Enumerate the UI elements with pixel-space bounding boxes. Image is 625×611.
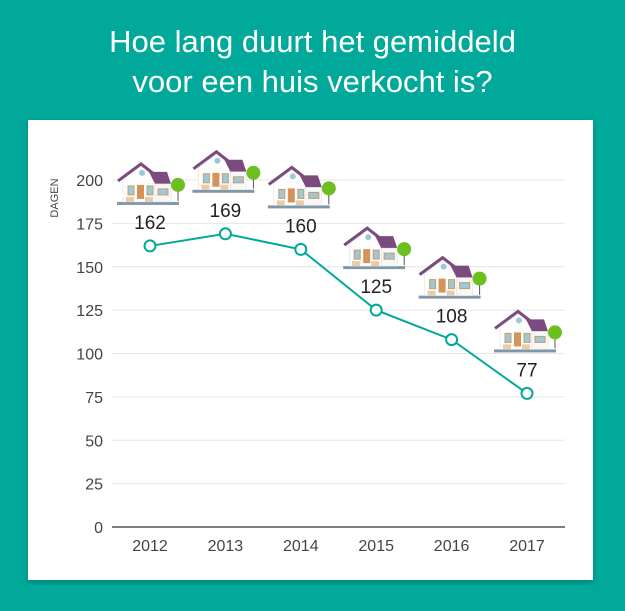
house-icon (192, 149, 261, 193)
data-point (520, 386, 534, 400)
x-tick-label: 2016 (434, 538, 470, 555)
house-icon (343, 226, 412, 270)
data-label: 160 (285, 216, 317, 237)
y-tick-label: 175 (76, 216, 103, 233)
title-line-1: Hoe lang duurt het gemiddeld (109, 24, 516, 59)
y-tick-label: 125 (76, 303, 103, 320)
series-line (149, 232, 528, 395)
data-label: 77 (516, 360, 537, 381)
house-icon (494, 309, 562, 353)
data-label: 169 (210, 201, 242, 222)
house-icon (418, 255, 487, 299)
x-tick-label: 2013 (208, 538, 244, 555)
y-tick-label: 150 (76, 260, 103, 277)
data-label: 125 (360, 277, 392, 298)
y-tick-label: 100 (76, 347, 103, 364)
data-label: 108 (436, 307, 468, 328)
y-tick-label: 50 (85, 433, 103, 450)
y-axis-label: DAGEN (49, 178, 61, 217)
data-point (218, 227, 232, 241)
title-line-2: voor een huis verkocht is? (132, 64, 493, 99)
y-tick-label: 0 (94, 520, 103, 537)
data-point (294, 242, 308, 256)
x-tick-label: 2012 (132, 538, 168, 555)
data-point (143, 239, 157, 253)
y-tick-label: 25 (85, 477, 103, 494)
x-tick-label: 2014 (283, 538, 319, 555)
page-title: Hoe lang duurt het gemiddeld voor een hu… (0, 22, 625, 102)
y-tick-label: 75 (85, 390, 103, 407)
house-icon (117, 162, 185, 205)
x-tick-label: 2017 (509, 538, 545, 555)
x-tick-label: 2015 (358, 538, 394, 555)
data-label: 162 (134, 213, 166, 234)
data-point (445, 333, 459, 347)
data-point (369, 303, 383, 317)
house-icon (267, 165, 336, 209)
y-tick-label: 200 (76, 173, 103, 190)
